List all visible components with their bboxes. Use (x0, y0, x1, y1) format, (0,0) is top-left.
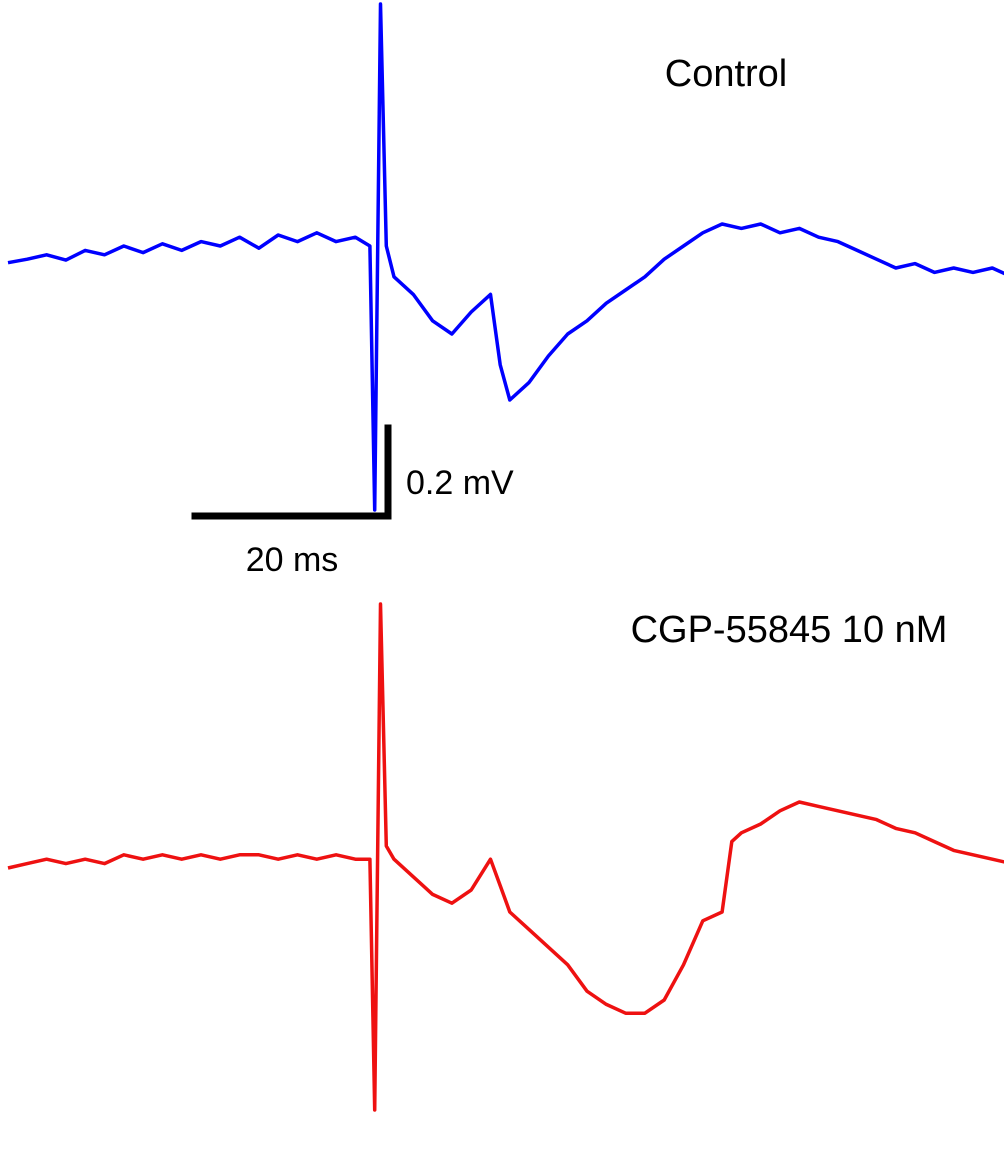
control-panel: Control (7, 2, 1004, 512)
cgp-panel: CGP-55845 10 nM (7, 602, 1004, 1112)
scale-bar-time-label: 20 ms (246, 541, 339, 579)
control-trace-line-0 (7, 2, 1004, 512)
cgp-trace-group (7, 602, 1004, 1112)
control-trace-group (7, 2, 1004, 512)
cgp-title: CGP-55845 10 nM (631, 609, 948, 651)
scale-bar: 0.2 mV 20 ms (191, 424, 514, 579)
cgp-trace-line-0 (7, 602, 1004, 1112)
scale-bar-voltage-label: 0.2 mV (406, 464, 514, 502)
control-title: Control (665, 53, 788, 95)
